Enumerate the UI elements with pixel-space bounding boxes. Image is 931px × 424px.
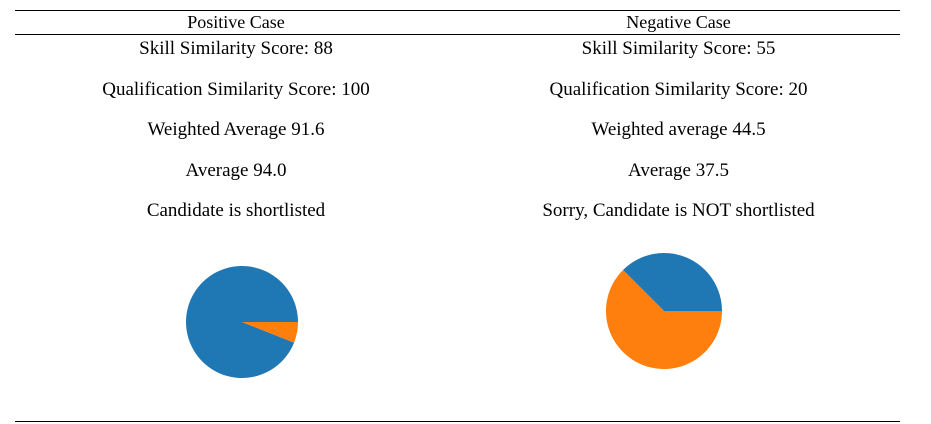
positive-result: Candidate is shortlisted: [146, 200, 326, 221]
negative-qualification-score: Qualification Similarity Score: 20: [549, 79, 808, 100]
positive-weighted-average: Weighted Average 91.6: [147, 119, 325, 140]
negative-skill-score: Skill Similarity Score: 55: [581, 38, 776, 59]
positive-pie-chart: [186, 266, 298, 378]
negative-case-header: Negative Case: [626, 12, 731, 32]
pie-slice-1: [242, 322, 298, 343]
negative-average: Average 37.5: [628, 160, 729, 181]
positive-case-column: Positive Case Skill Similarity Score: 88…: [15, 0, 457, 424]
positive-case-header: Positive Case: [187, 12, 285, 32]
pie-slice-0: [622, 253, 722, 311]
negative-weighted-average: Weighted average 44.5: [591, 119, 766, 140]
pie-slice-1: [606, 269, 722, 369]
negative-result: Sorry, Candidate is NOT shortlisted: [542, 200, 815, 221]
table-bottom-rule: [15, 421, 900, 422]
positive-qualification-score: Qualification Similarity Score: 100: [102, 79, 370, 100]
negative-case-column: Negative Case Skill Similarity Score: 55…: [457, 0, 900, 424]
negative-pie-chart: [606, 253, 722, 369]
positive-skill-score: Skill Similarity Score: 88: [139, 38, 333, 59]
table-top-rule: [15, 10, 900, 11]
table-header-rule: [15, 34, 900, 35]
positive-average: Average 94.0: [185, 160, 287, 181]
